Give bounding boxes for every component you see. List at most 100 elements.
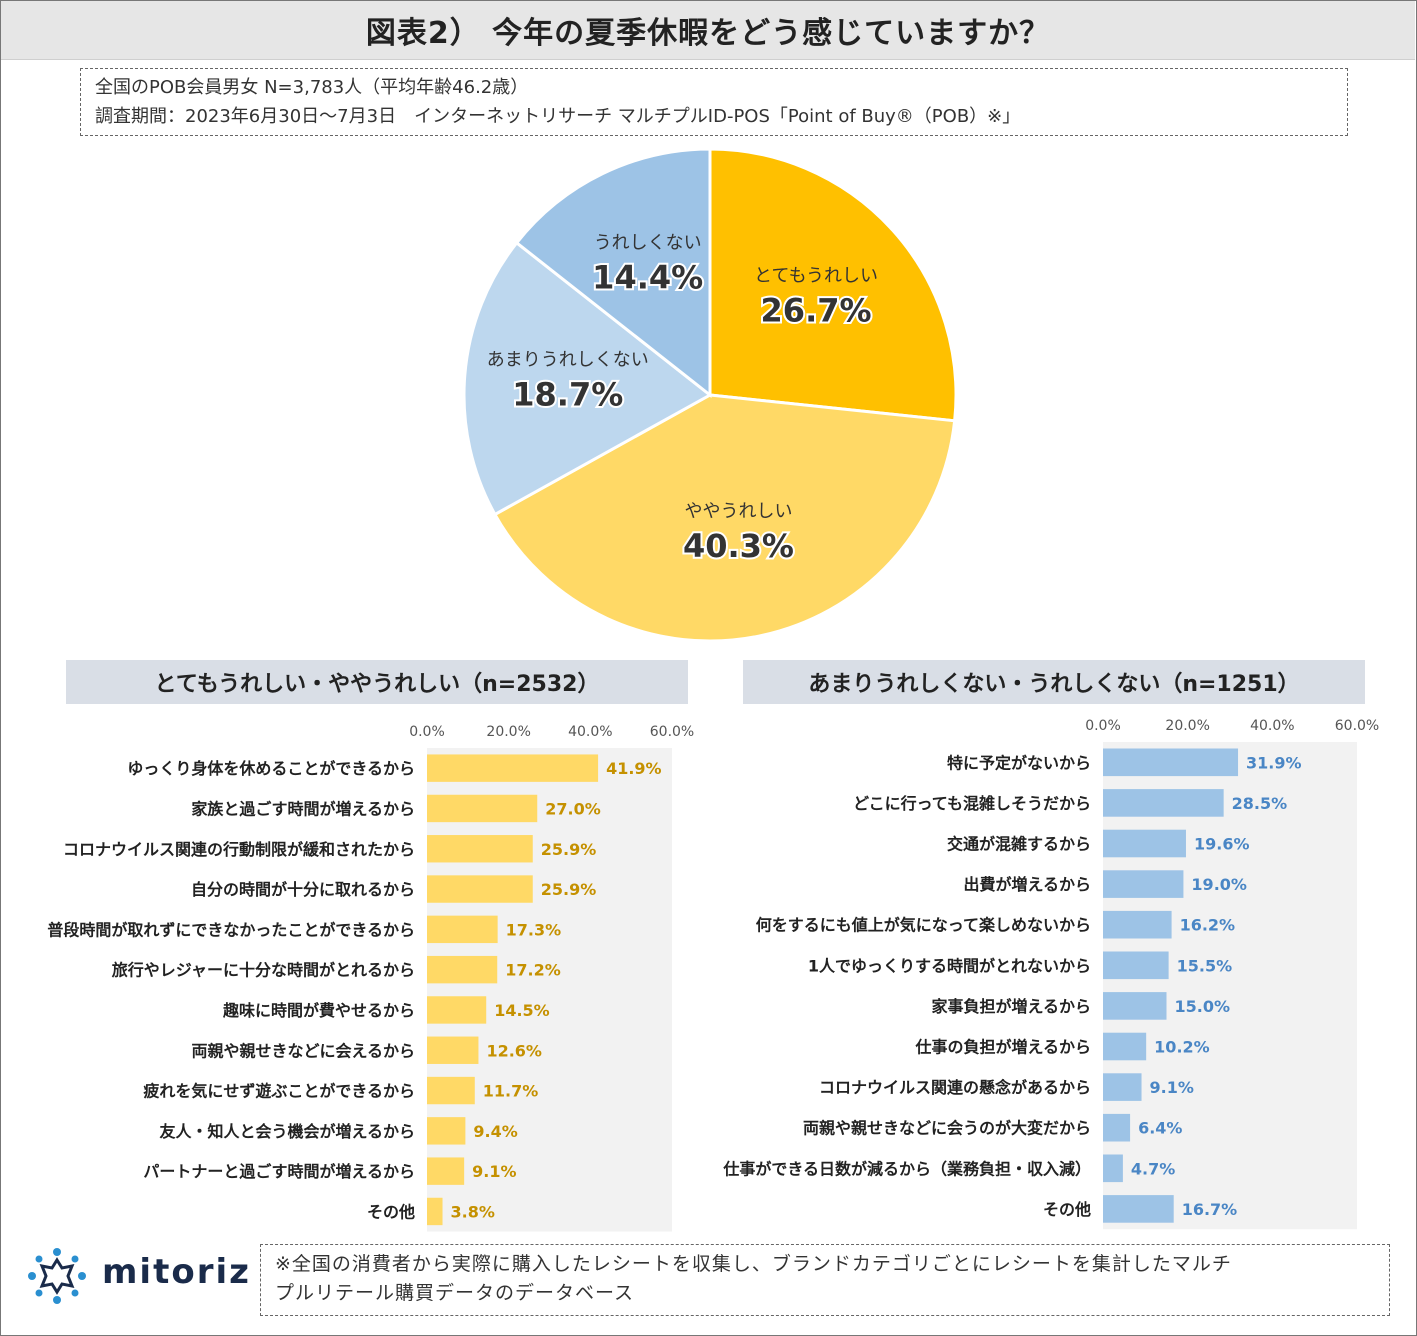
data-label: 12.6% bbox=[486, 1041, 542, 1060]
bar bbox=[1103, 748, 1239, 777]
bar bbox=[427, 1197, 443, 1226]
x-tick-label: 20.0% bbox=[1165, 718, 1209, 734]
category-label: 趣味に時間が費やせるから bbox=[222, 1001, 415, 1020]
data-label: 4.7% bbox=[1131, 1159, 1175, 1178]
bar bbox=[427, 1117, 466, 1145]
category-label: その他 bbox=[367, 1202, 415, 1221]
data-label: 17.3% bbox=[506, 920, 562, 939]
bar bbox=[427, 915, 498, 944]
bar bbox=[1103, 1195, 1174, 1223]
category-label: コロナウイルス関連の行動制限が緩和されたから bbox=[63, 840, 415, 859]
category-label: ゆっくり身体を休めることができるから bbox=[127, 759, 415, 778]
bar bbox=[427, 1036, 479, 1064]
data-label: 9.4% bbox=[473, 1122, 517, 1141]
data-label: 31.9% bbox=[1246, 753, 1302, 772]
category-label: 普段時間が取れずにできなかったことができるから bbox=[47, 920, 415, 939]
bar bbox=[1103, 910, 1172, 939]
x-tick-label: 60.0% bbox=[1335, 718, 1379, 734]
bar bbox=[1103, 789, 1224, 817]
bar bbox=[1103, 870, 1184, 898]
footnote-box: ※全国の消費者から実際に購入したレシートを収集し、ブランドカテゴリごとにレシート… bbox=[260, 1244, 1390, 1316]
pie-slice bbox=[514, 147, 712, 399]
x-tick-label: 20.0% bbox=[486, 724, 530, 740]
bar bbox=[427, 754, 599, 782]
bar bbox=[427, 955, 498, 984]
data-label: 10.2% bbox=[1154, 1038, 1210, 1057]
category-label: その他 bbox=[1043, 1200, 1091, 1219]
category-label: 両親や親せきなどに会うのが大変だから bbox=[803, 1119, 1091, 1138]
category-label: 自分の時間が十分に取れるから bbox=[191, 880, 415, 899]
pie-slice-label: とてもうれしい bbox=[754, 266, 878, 287]
bar bbox=[1103, 1073, 1142, 1101]
data-label: 15.5% bbox=[1177, 956, 1233, 975]
bar bbox=[427, 1076, 475, 1105]
pie-slice bbox=[708, 147, 958, 423]
category-label: 特に予定がないから bbox=[947, 753, 1091, 772]
data-label: 41.9% bbox=[606, 759, 662, 778]
bar bbox=[427, 1157, 465, 1185]
footnote-line-2: プルリテール購買データのデータベース bbox=[275, 1282, 635, 1304]
x-tick-label: 0.0% bbox=[1085, 718, 1121, 734]
bar bbox=[1103, 1032, 1147, 1061]
category-label: 出費が増えるから bbox=[963, 875, 1091, 894]
plot-area bbox=[1103, 742, 1357, 1230]
bar bbox=[427, 835, 533, 863]
mitoriz-logo: mitoriz bbox=[22, 1246, 252, 1306]
data-label: 16.7% bbox=[1182, 1200, 1238, 1219]
category-label: 1人でゆっくりする時間がとれないから bbox=[808, 956, 1091, 975]
data-label: 3.8% bbox=[451, 1202, 495, 1221]
survey-info-box: 全国のPOB会員男女 N=3,783人（平均年齢46.2歳） 調査期間：2023… bbox=[80, 68, 1348, 136]
x-tick-label: 40.0% bbox=[1250, 718, 1294, 734]
category-label: 仕事ができる日数が減るから（業務負担・収入減） bbox=[722, 1159, 1091, 1178]
survey-sample-line: 全国のPOB会員男女 N=3,783人（平均年齢46.2歳） bbox=[95, 77, 529, 98]
bar bbox=[427, 875, 533, 903]
category-label: コロナウイルス関連の懸念があるから bbox=[819, 1078, 1091, 1097]
figure-title: 図表2） 今年の夏季休暇をどう感じていますか？ bbox=[1, 1, 1415, 60]
category-label: 旅行やレジャーに十分な時間がとれるから bbox=[112, 961, 415, 980]
data-label: 27.0% bbox=[545, 799, 601, 818]
bar bbox=[1103, 951, 1169, 980]
x-tick-label: 40.0% bbox=[568, 724, 612, 740]
plot-area bbox=[427, 748, 672, 1232]
pie-slice-value: 40.3% bbox=[683, 527, 794, 565]
footnote-line-1: ※全国の消費者から実際に購入したレシートを収集し、ブランドカテゴリごとにレシート… bbox=[275, 1253, 1232, 1275]
pie-slice-label: ややうれしい bbox=[684, 501, 792, 522]
category-label: どこに行っても混雑しそうだから bbox=[853, 794, 1091, 813]
x-tick-label: 60.0% bbox=[650, 724, 694, 740]
category-label: 何をするにも値上が気になって楽しめないから bbox=[756, 916, 1091, 935]
logo-text: mitoriz bbox=[102, 1252, 251, 1292]
pie-slice bbox=[462, 240, 713, 517]
bar bbox=[427, 794, 538, 823]
bar bbox=[427, 996, 487, 1024]
bar bbox=[1103, 1154, 1123, 1183]
data-label: 9.1% bbox=[1150, 1078, 1194, 1097]
pie-slice bbox=[492, 393, 957, 643]
data-label: 11.7% bbox=[483, 1082, 539, 1101]
category-label: 疲れを気にせず遊ぶことができるから bbox=[143, 1082, 415, 1101]
data-label: 9.1% bbox=[472, 1162, 516, 1181]
data-label: 17.2% bbox=[505, 961, 561, 980]
bar bbox=[1103, 1113, 1131, 1142]
category-label: 両親や親せきなどに会えるから bbox=[191, 1041, 415, 1060]
data-label: 15.0% bbox=[1175, 997, 1231, 1016]
pie-slice-value: 26.7% bbox=[761, 292, 872, 330]
data-label: 16.2% bbox=[1180, 916, 1236, 935]
category-label: 仕事の負担が増えるから bbox=[914, 1038, 1091, 1057]
pie-slice-label: あまりうれしくない bbox=[487, 350, 649, 371]
data-label: 14.5% bbox=[494, 1001, 550, 1020]
happy-reasons-bar-chart: 0.0% 20.0% 40.0% 60.0% ゆっくり身体を休めることができるから 41.… bbox=[47, 724, 694, 1232]
data-label: 28.5% bbox=[1232, 794, 1288, 813]
pie-slice-label: うれしくない bbox=[594, 233, 702, 254]
data-label: 19.0% bbox=[1191, 875, 1247, 894]
data-label: 19.6% bbox=[1194, 835, 1250, 854]
bar bbox=[1103, 829, 1186, 858]
mitoriz-logo-icon bbox=[28, 1248, 86, 1304]
data-label: 25.9% bbox=[541, 840, 597, 859]
data-label: 6.4% bbox=[1138, 1119, 1182, 1138]
left-panel-header: とてもうれしい・ややうれしい（n=2532） bbox=[66, 660, 688, 704]
category-label: 家族と過ごす時間が増えるから bbox=[191, 799, 415, 818]
pie-slice-value: 18.7% bbox=[512, 376, 623, 414]
category-label: 交通が混雑するから bbox=[947, 835, 1091, 854]
unhappy-reasons-bar-chart: 0.0% 20.0% 40.0% 60.0% 特に予定がないから 31.9% どこに行っても… bbox=[722, 718, 1379, 1230]
category-label: パートナーと過ごす時間が増えるから bbox=[143, 1162, 415, 1181]
